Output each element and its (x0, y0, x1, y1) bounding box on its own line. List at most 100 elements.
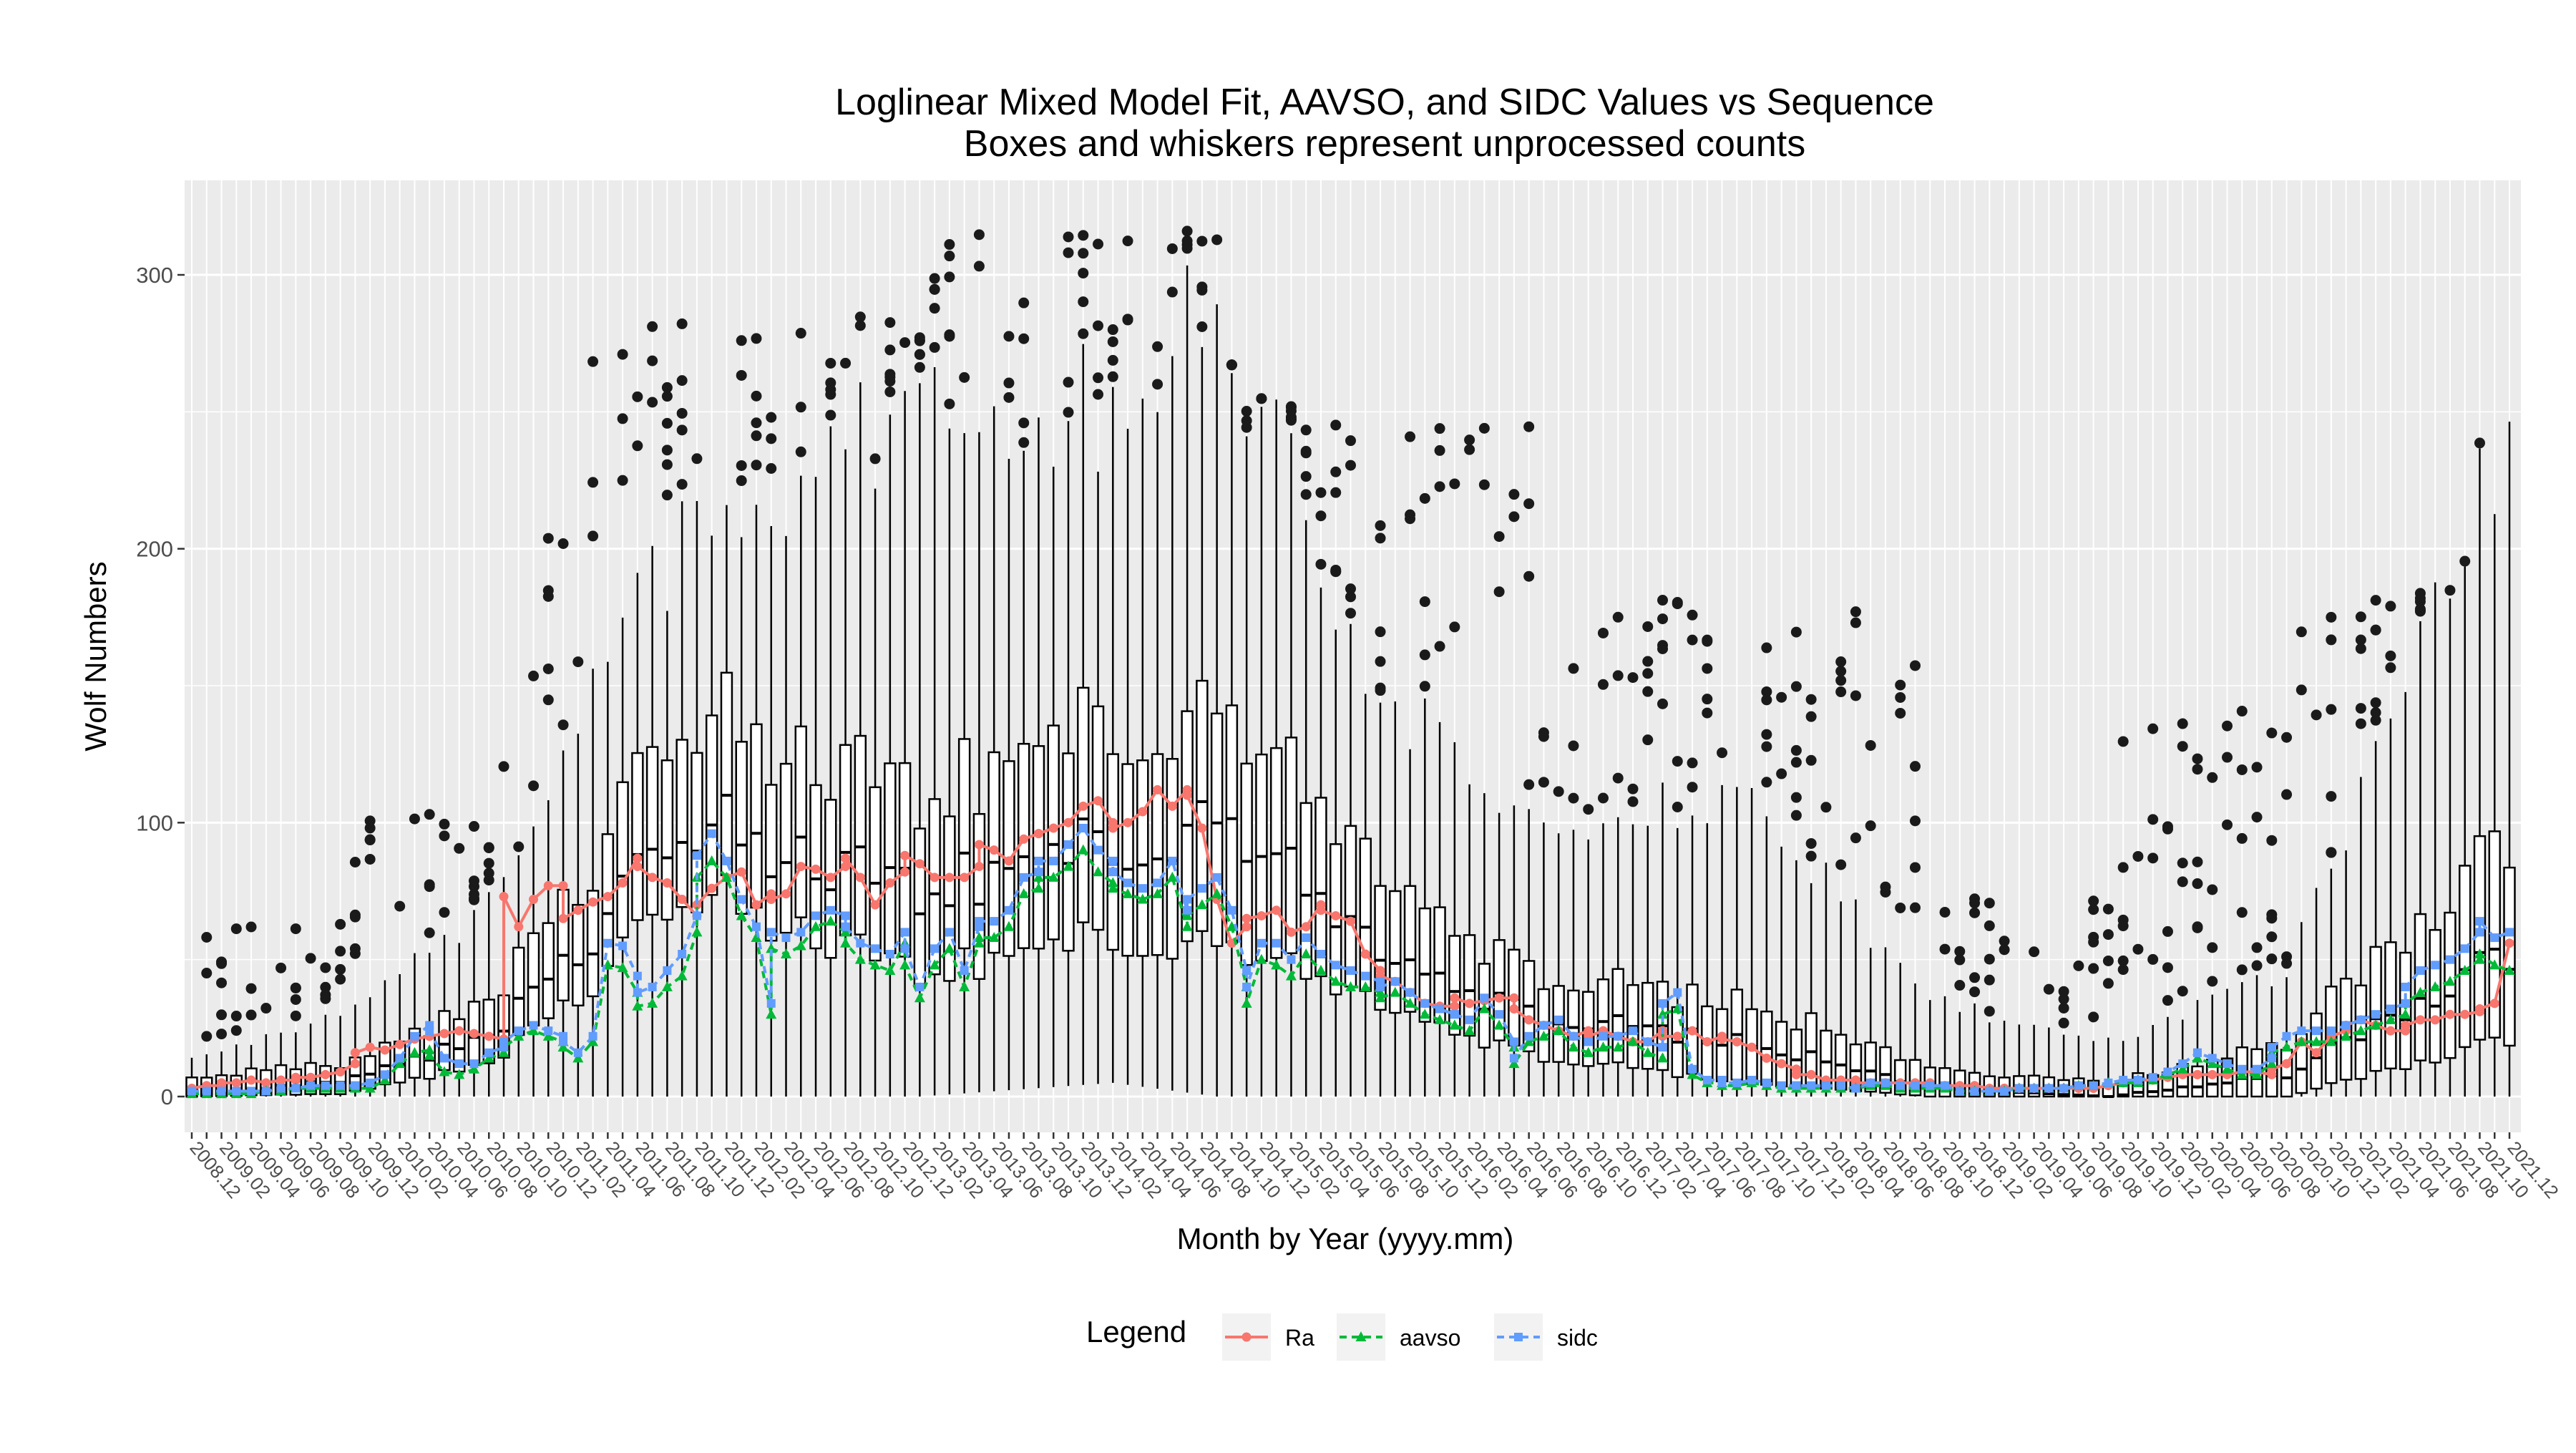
box-outlier (587, 477, 599, 488)
box-outlier (1345, 435, 1356, 447)
box-outlier (2281, 951, 2293, 963)
box-outlier (2251, 812, 2263, 823)
box-outlier (2326, 704, 2337, 715)
box-outlier (944, 271, 955, 283)
series-marker (2133, 1076, 2142, 1085)
box-body (884, 762, 897, 955)
box-outlier (2207, 976, 2218, 987)
series-marker (2192, 1048, 2202, 1057)
box-outlier (201, 1031, 213, 1042)
box-body (943, 815, 956, 982)
series-marker (2341, 1021, 2351, 1030)
series-marker (1033, 883, 1044, 893)
box-outlier (1375, 656, 1386, 667)
series-marker (2459, 964, 2471, 975)
series-marker (365, 1042, 375, 1052)
series-marker (1227, 905, 1236, 915)
series-marker (2251, 1069, 2263, 1079)
box-outlier (2088, 904, 2099, 915)
box-body (765, 784, 778, 942)
box-outlier (2236, 764, 2248, 775)
box-outlier (1954, 980, 1966, 991)
series-marker (2489, 959, 2500, 970)
series-marker (1493, 1019, 1505, 1030)
series-marker (2000, 1087, 2009, 1096)
box-outlier (1687, 634, 1698, 646)
series-marker (336, 1067, 346, 1077)
box-body (705, 714, 718, 896)
series-marker (1702, 1036, 1712, 1046)
series-marker (2104, 1078, 2113, 1087)
series-marker (2341, 1030, 2352, 1041)
box-outlier (676, 479, 688, 490)
box-outlier (1078, 248, 1089, 259)
series-marker (1523, 1036, 1535, 1046)
series-marker (1257, 910, 1267, 920)
series-marker (1509, 993, 1519, 1003)
box-outlier (2102, 955, 2114, 966)
series-marker (899, 959, 911, 970)
series-marker (1538, 1030, 1549, 1041)
box-outlier (2147, 723, 2159, 734)
series-marker (1034, 868, 1043, 877)
box-outlier (2414, 593, 2426, 604)
series-marker (1315, 964, 1327, 975)
series-marker (632, 1000, 643, 1011)
box-outlier (944, 251, 955, 262)
series-marker (1777, 1059, 1787, 1069)
series-marker (439, 1066, 450, 1077)
box-outlier (914, 334, 925, 346)
box-outlier (929, 341, 940, 353)
series-marker (796, 928, 806, 937)
box-outlier (766, 433, 777, 444)
box-outlier (349, 911, 361, 923)
box-outlier (854, 311, 866, 323)
series-marker (2192, 1052, 2203, 1063)
box-outlier (691, 453, 703, 465)
box-outlier (1627, 783, 1639, 794)
series-marker (1747, 1076, 1757, 1085)
box-outlier (1523, 421, 1535, 432)
box-outlier (1790, 744, 1802, 756)
box-outlier (2326, 847, 2337, 858)
series-marker (1286, 927, 1296, 937)
series-marker (841, 911, 850, 920)
box-body (794, 725, 808, 918)
box-outlier (587, 530, 599, 542)
box-outlier (1880, 886, 1891, 898)
series-marker (306, 1081, 316, 1090)
series-marker (1465, 1015, 1474, 1024)
series-marker (900, 867, 910, 877)
box-outlier (2222, 720, 2233, 732)
box-outlier (2192, 878, 2203, 890)
box-outlier (424, 927, 435, 938)
box-outlier (1805, 754, 1817, 766)
box-outlier (483, 875, 494, 886)
box-outlier (1449, 621, 1460, 633)
series-marker (2044, 1084, 2054, 1093)
box-outlier (409, 813, 420, 825)
series-marker (1702, 1076, 1712, 1085)
box-outlier (1657, 613, 1669, 625)
box-outlier (1241, 406, 1252, 417)
series-marker (187, 1087, 196, 1096)
box-outlier (825, 389, 836, 400)
series-marker (1330, 976, 1342, 986)
box-outlier (1939, 943, 1951, 955)
box-outlier (1553, 786, 1564, 797)
box-outlier (2385, 601, 2396, 612)
series-marker (990, 917, 999, 926)
series-marker (1717, 1034, 1727, 1044)
series-marker (1137, 893, 1148, 904)
series-marker (1078, 801, 1088, 811)
box-outlier (795, 402, 806, 413)
box-outlier (2326, 634, 2337, 646)
series-marker (1123, 878, 1133, 888)
box-outlier (2266, 931, 2278, 943)
box-outlier (364, 822, 376, 834)
legend-title: Legend (1086, 1315, 1186, 1348)
series-marker (1019, 873, 1028, 882)
box-outlier (201, 931, 213, 943)
series-marker (1360, 949, 1370, 959)
series-marker (676, 970, 688, 981)
